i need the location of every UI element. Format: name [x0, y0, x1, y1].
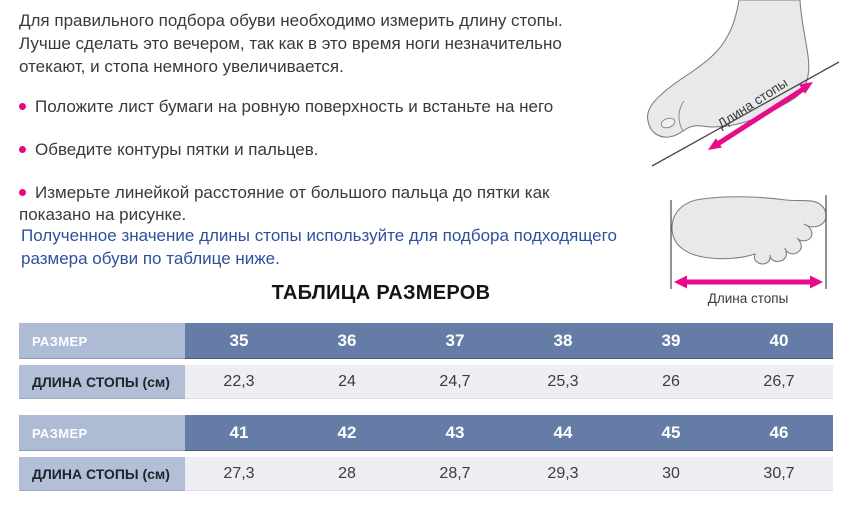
length-value: 29,3 [509, 457, 617, 491]
intro-paragraph: Для правильного подбора обуви необходимо… [19, 11, 563, 76]
foot-side-shape [647, 0, 810, 138]
size-table-35-40: РАЗМЕР 35 36 37 38 39 40 ДЛИНА СТОПЫ (см… [19, 323, 833, 399]
length-row: ДЛИНА СТОПЫ (см) 27,3 28 28,7 29,3 30 30… [19, 457, 833, 491]
size-value: 37 [401, 323, 509, 359]
size-value: 36 [293, 323, 401, 359]
toenail-shape [660, 117, 676, 129]
size-row: РАЗМЕР 35 36 37 38 39 40 [19, 323, 833, 359]
size-row-label: РАЗМЕР [19, 415, 185, 451]
size-value: 43 [401, 415, 509, 451]
bullet-text: Положите лист бумаги на ровную поверхнос… [35, 97, 554, 116]
length-value: 30,7 [725, 457, 833, 491]
size-value: 42 [293, 415, 401, 451]
length-value: 25,3 [509, 365, 617, 399]
list-item: Измерьте линейкой расстояние от большого… [19, 182, 597, 226]
foot-side-view-figure: Длина стопы [647, 0, 840, 167]
arrow-head-right [810, 275, 823, 289]
bullet-text: Измерьте линейкой расстояние от большого… [19, 183, 550, 224]
size-value: 38 [509, 323, 617, 359]
foot-length-arrow [714, 85, 807, 148]
size-value: 35 [185, 323, 293, 359]
size-value: 46 [725, 415, 833, 451]
length-row: ДЛИНА СТОПЫ (см) 22,3 24 24,7 25,3 26 26… [19, 365, 833, 399]
foot-sole-shape [671, 196, 827, 265]
length-value: 24 [293, 365, 401, 399]
toe-crease-line [678, 100, 685, 132]
arrow-head-start [708, 138, 722, 150]
instruction-list: Положите лист бумаги на ровную поверхнос… [19, 96, 597, 247]
size-value: 44 [509, 415, 617, 451]
foot-length-label: Длина стопы [708, 291, 789, 306]
length-value: 22,3 [185, 365, 293, 399]
arrow-head-end [799, 82, 813, 94]
arrow-head-left [674, 275, 687, 289]
bullet-icon [19, 103, 26, 110]
list-item: Положите лист бумаги на ровную поверхнос… [19, 96, 597, 118]
size-table-41-46: РАЗМЕР 41 42 43 44 45 46 ДЛИНА СТОПЫ (см… [19, 415, 833, 491]
size-row-label: РАЗМЕР [19, 323, 185, 359]
length-value: 26 [617, 365, 725, 399]
note-text: Полученное значение длины стопы использу… [21, 226, 617, 268]
length-value: 28,7 [401, 457, 509, 491]
measure-baseline [651, 61, 840, 167]
length-value: 24,7 [401, 365, 509, 399]
length-value: 30 [617, 457, 725, 491]
length-value: 27,3 [185, 457, 293, 491]
bullet-icon [19, 146, 26, 153]
length-value: 28 [293, 457, 401, 491]
length-value: 26,7 [725, 365, 833, 399]
size-value: 40 [725, 323, 833, 359]
size-value: 45 [617, 415, 725, 451]
bullet-icon [19, 189, 26, 196]
size-value: 39 [617, 323, 725, 359]
length-row-label: ДЛИНА СТОПЫ (см) [19, 365, 185, 399]
size-row: РАЗМЕР 41 42 43 44 45 46 [19, 415, 833, 451]
table-title: ТАБЛИЦА РАЗМЕРОВ [271, 282, 491, 304]
length-row-label: ДЛИНА СТОПЫ (см) [19, 457, 185, 491]
size-value: 41 [185, 415, 293, 451]
list-item: Обведите контуры пятки и пальцев. [19, 139, 597, 161]
bullet-text: Обведите контуры пятки и пальцев. [35, 140, 319, 159]
foot-sole-view-figure: Длина стопы [670, 195, 827, 306]
